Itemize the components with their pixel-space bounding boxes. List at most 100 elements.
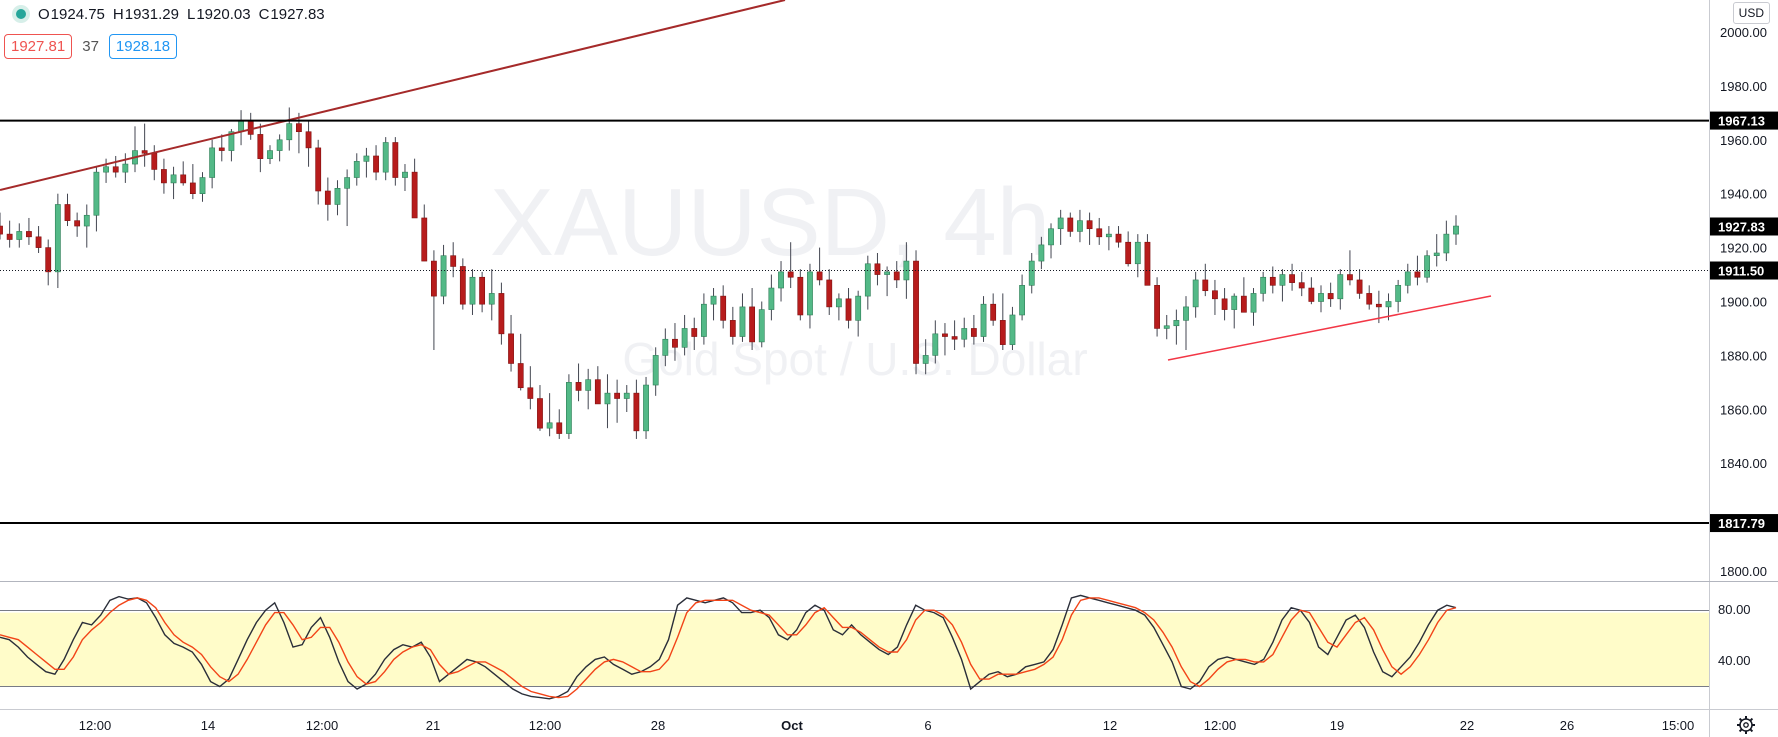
time-label: 12:00 — [79, 718, 112, 733]
price-axis[interactable]: 2000.00 1980.00 1960.00 1940.00 1920.00 1900.… — [1720, 25, 1767, 579]
time-axis[interactable]: 12:00 14 12:00 21 12:00 28 Oct 6 12 12:0… — [79, 718, 1695, 733]
candle-up — [585, 379, 592, 391]
candle-up — [623, 392, 630, 399]
time-label: 22 — [1460, 718, 1474, 733]
candle-down — [1289, 274, 1295, 283]
candle-up — [382, 142, 389, 173]
time-label: 12:00 — [529, 718, 562, 733]
candle-down — [411, 171, 418, 219]
candle-down — [874, 263, 881, 275]
watermark-symbol: XAUUSD, 4h — [490, 169, 1050, 276]
time-label: 26 — [1560, 718, 1574, 733]
rising-trendline[interactable] — [0, 0, 786, 191]
trade-buttons: 1927.81 37 1928.18 — [4, 34, 178, 59]
close-label: C — [258, 5, 270, 23]
candle-up — [980, 303, 987, 337]
candle-up — [1231, 295, 1238, 310]
candle-down — [26, 231, 32, 238]
price-tick-label: 1900.00 — [1720, 295, 1767, 310]
candle-down — [315, 147, 322, 192]
candle-up — [778, 271, 784, 289]
stochastic-oscillator — [0, 594, 1457, 700]
candle-up — [1173, 320, 1180, 327]
candle-down — [1356, 279, 1363, 294]
candle-up — [1337, 274, 1344, 300]
candle-up — [700, 303, 707, 337]
candle-up — [1424, 255, 1430, 278]
candle-down — [431, 260, 437, 297]
candle-down — [1414, 271, 1421, 278]
candle-down — [35, 236, 42, 248]
low-value: 1920.03 — [196, 5, 251, 23]
candle-up — [932, 333, 939, 356]
candle-down — [797, 276, 804, 316]
currency-button[interactable]: USD — [1732, 2, 1770, 24]
time-label: 21 — [426, 718, 440, 733]
candle-up — [1134, 241, 1141, 265]
candle-up — [566, 382, 572, 434]
candle-down — [729, 320, 736, 337]
candle-up — [1250, 293, 1257, 313]
candle-up — [1163, 325, 1170, 329]
candle-down — [1269, 276, 1276, 286]
candle-up — [710, 295, 717, 305]
time-label: 28 — [651, 718, 665, 733]
candle-down — [1212, 290, 1218, 300]
candle-up — [1077, 220, 1083, 232]
candle-up — [884, 271, 890, 275]
candle-up — [643, 384, 649, 432]
candle-up — [604, 392, 611, 405]
stoch-axis-80: 80.00 — [1718, 602, 1751, 617]
candle-down — [970, 328, 977, 337]
settings-gear-icon[interactable] — [1737, 716, 1755, 734]
candle-down — [508, 333, 514, 364]
open-label: O — [38, 5, 50, 23]
price-level-label: 1911.50 — [1718, 264, 1764, 279]
candle-down — [999, 320, 1006, 345]
candle-down — [373, 155, 379, 173]
time-label: 15:00 — [1662, 718, 1695, 733]
candle-down — [421, 217, 428, 262]
candle-up — [1433, 252, 1440, 256]
candle-down — [1347, 274, 1353, 281]
support-trendline[interactable] — [1167, 295, 1492, 361]
price-tick-label: 1980.00 — [1720, 79, 1767, 94]
candle-up — [758, 309, 765, 343]
candle-down — [826, 279, 833, 308]
candle-up — [199, 177, 206, 194]
candle-down — [575, 382, 582, 391]
sell-price-button[interactable]: 1927.81 — [4, 34, 73, 59]
candle-down — [218, 147, 225, 151]
candle-down — [537, 398, 543, 429]
candle-down — [161, 169, 167, 184]
time-label: 19 — [1330, 718, 1344, 733]
buy-price-button[interactable]: 1928.18 — [108, 34, 178, 59]
price-level-badge — [1710, 514, 1778, 533]
candle-up — [1183, 306, 1189, 321]
candle-down — [1086, 220, 1093, 230]
time-label: 12:00 — [306, 718, 339, 733]
candle-up — [103, 166, 109, 173]
time-label: Oct — [781, 718, 803, 733]
candle-up — [855, 295, 862, 321]
candle-up — [16, 231, 23, 240]
candle-up — [170, 174, 177, 184]
candle-up — [864, 263, 871, 297]
candle-up — [1395, 285, 1402, 302]
candle-down — [942, 333, 948, 337]
candle-up — [286, 123, 293, 141]
candle-up — [1057, 217, 1064, 230]
candle-down — [112, 166, 119, 173]
candle-down — [749, 306, 756, 343]
candle-up — [1385, 301, 1392, 308]
time-label: 12:00 — [1204, 718, 1237, 733]
candle-down — [720, 295, 727, 321]
candle-down — [556, 422, 563, 434]
candle-up — [469, 276, 476, 305]
price-level-badge — [1710, 217, 1778, 236]
price-tick-label: 1800.00 — [1720, 564, 1767, 579]
ohlc-legend: O 1924.75 H 1931.29 L 1920.03 C 1927.83 — [6, 4, 333, 24]
candle-up — [652, 355, 659, 386]
candle-up — [344, 177, 351, 189]
